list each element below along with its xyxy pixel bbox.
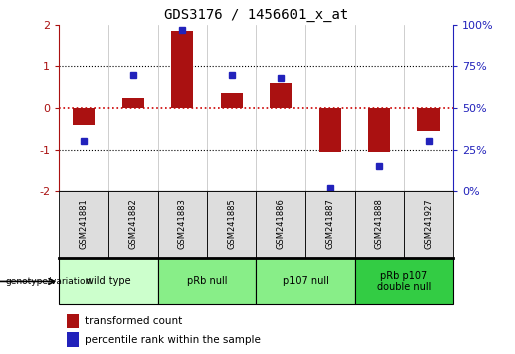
Text: genotype/variation: genotype/variation <box>5 277 91 286</box>
Text: GSM241882: GSM241882 <box>129 198 138 249</box>
Text: GSM241883: GSM241883 <box>178 198 187 249</box>
Bar <box>220 93 243 108</box>
Text: percentile rank within the sample: percentile rank within the sample <box>85 335 261 345</box>
Bar <box>59 258 158 304</box>
Bar <box>355 191 404 258</box>
Bar <box>305 191 355 258</box>
Bar <box>73 108 95 125</box>
Text: p107 null: p107 null <box>283 276 329 286</box>
Bar <box>404 191 453 258</box>
Bar <box>418 108 440 131</box>
Bar <box>59 191 109 258</box>
Bar <box>207 191 256 258</box>
Text: GSM241887: GSM241887 <box>325 198 335 249</box>
Text: GSM241881: GSM241881 <box>79 198 89 249</box>
Bar <box>109 191 158 258</box>
Text: transformed count: transformed count <box>85 316 182 326</box>
Text: GSM241886: GSM241886 <box>277 198 285 249</box>
Text: wild type: wild type <box>86 276 131 286</box>
Text: pRb p107
double null: pRb p107 double null <box>377 270 431 292</box>
Bar <box>355 258 453 304</box>
Text: GSM241888: GSM241888 <box>375 198 384 249</box>
Bar <box>319 108 341 152</box>
Bar <box>256 191 305 258</box>
Bar <box>67 314 79 329</box>
Bar <box>368 108 390 152</box>
Title: GDS3176 / 1456601_x_at: GDS3176 / 1456601_x_at <box>164 8 348 22</box>
Bar <box>158 258 256 304</box>
Bar <box>67 332 79 347</box>
Bar <box>270 83 292 108</box>
Bar <box>171 31 194 108</box>
Bar <box>122 98 144 108</box>
Text: pRb null: pRb null <box>187 276 227 286</box>
Bar <box>158 191 207 258</box>
Text: GSM241927: GSM241927 <box>424 198 433 249</box>
Bar <box>256 258 355 304</box>
Text: GSM241885: GSM241885 <box>227 198 236 249</box>
